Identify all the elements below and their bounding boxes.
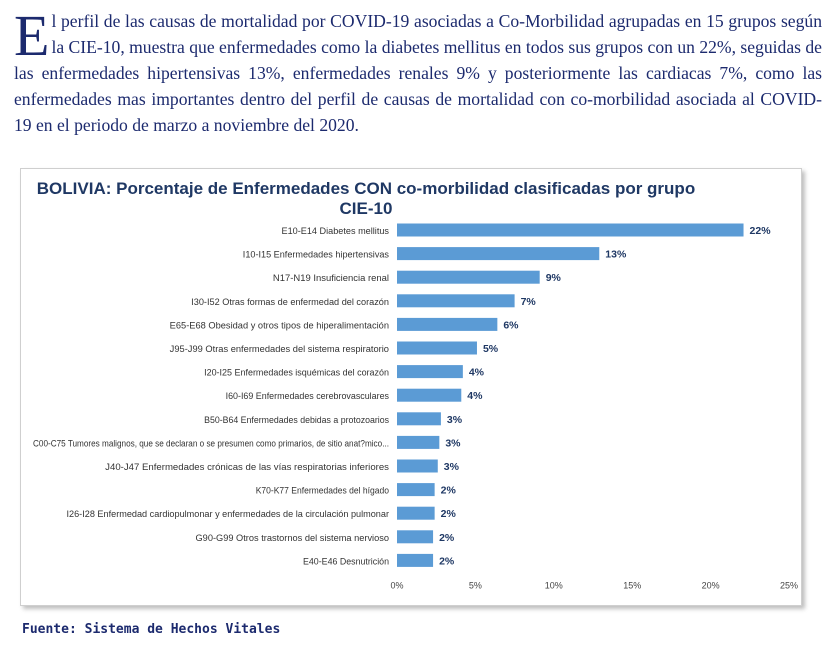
data-label: 22% [750, 225, 772, 237]
bar [397, 388, 462, 402]
x-tick-label: 10% [545, 580, 563, 590]
category-label: E10-E14 Diabetes mellitus [282, 226, 390, 236]
category-label: I30-I52 Otras formas de enfermedad del c… [191, 297, 389, 307]
data-label: 3% [444, 461, 460, 473]
category-label: I10-I15 Enfermedades hipertensivas [243, 250, 390, 260]
category-label: I20-I25 Enfermedades isquémicas del cora… [204, 368, 389, 378]
category-label: J95-J99 Otras enfermedades del sistema r… [170, 344, 389, 354]
data-label: 4% [469, 367, 485, 379]
data-label: 6% [503, 319, 519, 331]
bar [397, 341, 477, 355]
bar [397, 247, 600, 261]
bar-chart: E10-E14 Diabetes mellitus 22% I10-I15 Enfe… [33, 223, 798, 590]
chart-title: BOLIVIA: Porcentaje de Enfermedades CON … [36, 179, 696, 218]
x-tick-label: 25% [780, 580, 798, 590]
data-label: 2% [441, 508, 457, 520]
data-label: 2% [439, 532, 455, 544]
category-label: N17-N19 Insuficiencia renal [273, 273, 389, 283]
bar [397, 435, 440, 449]
x-tick-label: 15% [623, 580, 641, 590]
bar [397, 412, 441, 426]
category-label: E65-E68 Obesidad y otros tipos de hipera… [170, 320, 389, 330]
intro-text: l perfil de las causas de mortalidad por… [14, 11, 822, 135]
chart-frame: BOLIVIA: Porcentaje de Enfermedades CON … [20, 168, 802, 606]
x-tick-label: 20% [702, 580, 720, 590]
data-label: 3% [447, 414, 463, 426]
category-label: C00-C75 Tumores malignos, que se declara… [33, 438, 389, 448]
bar [397, 530, 434, 544]
bar [397, 294, 515, 308]
bar [397, 483, 435, 497]
category-label: B50-B64 Enfermedades debidas a protozoar… [204, 415, 389, 425]
category-label: J40-J47 Enfermedades crónicas de las vía… [105, 462, 389, 472]
category-label: I60-I69 Enfermedades cerebrovasculares [226, 391, 390, 401]
data-label: 7% [521, 296, 537, 308]
data-label: 13% [605, 249, 627, 261]
bar [397, 459, 438, 473]
x-tick-label: 0% [390, 580, 403, 590]
category-label: K70-K77 Enfermedades del hígado [256, 486, 389, 496]
category-label: G90-G99 Otros trastornos del sistema ner… [196, 533, 390, 543]
category-label: E40-E46 Desnutrición [303, 556, 389, 566]
data-label: 2% [441, 485, 457, 497]
bar [397, 506, 435, 520]
data-label: 9% [546, 272, 562, 284]
data-label: 3% [445, 437, 461, 449]
source-note: Fuente: Sistema de Hechos Vitales [22, 622, 281, 637]
drop-cap: E [14, 3, 50, 68]
bar [397, 317, 498, 331]
bar [397, 365, 463, 379]
data-label: 2% [439, 555, 455, 567]
x-tick-label: 5% [469, 580, 482, 590]
data-label: 4% [467, 390, 483, 402]
bar [397, 270, 540, 284]
category-label: I26-I28 Enfermedad cardiopulmonar y enfe… [67, 509, 390, 519]
bar [397, 223, 744, 237]
data-label: 5% [483, 343, 499, 355]
bar [397, 553, 434, 567]
